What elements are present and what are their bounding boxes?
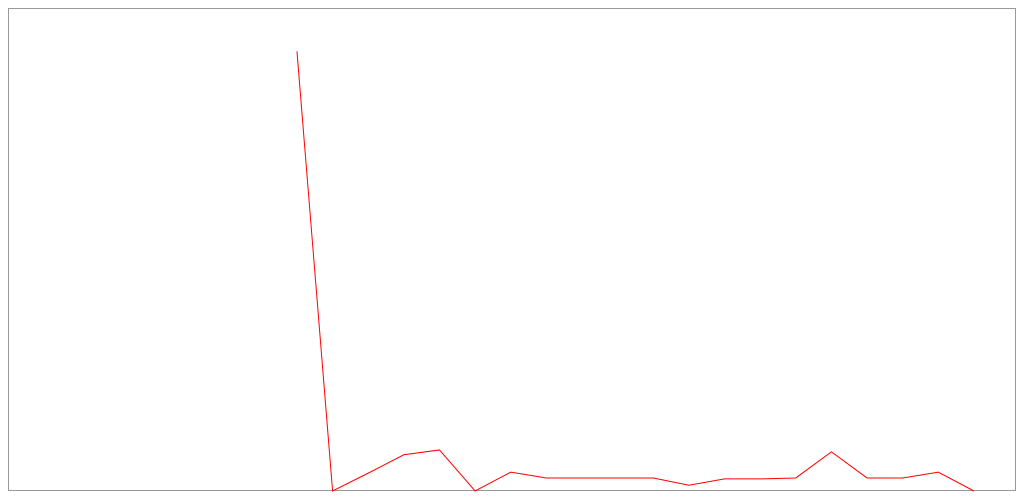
- data-line: [296, 51, 975, 492]
- plot-frame: [8, 8, 1016, 491]
